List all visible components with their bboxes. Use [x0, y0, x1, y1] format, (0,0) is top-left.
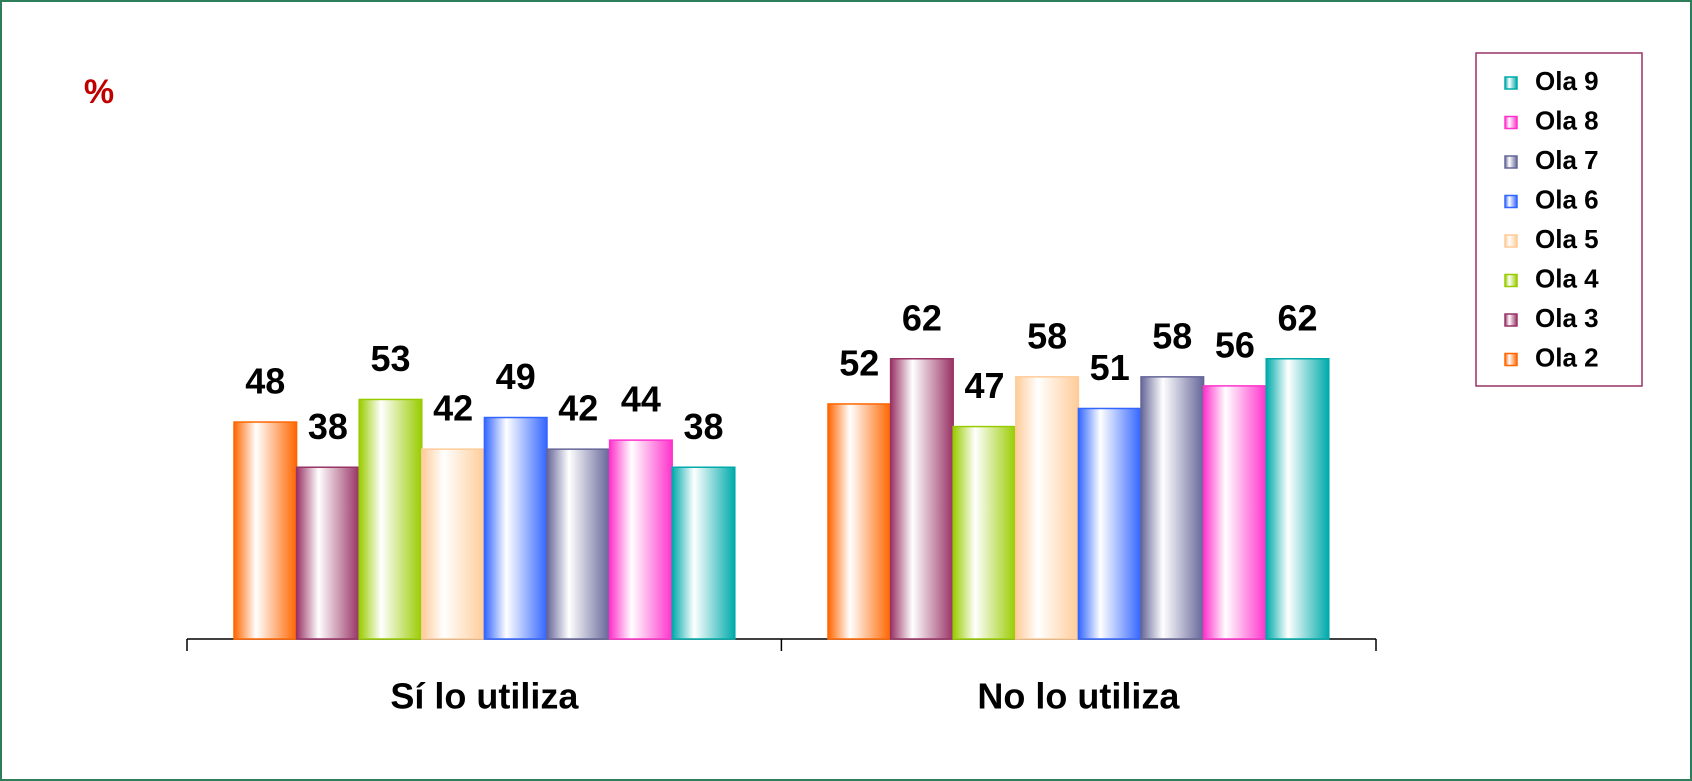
value-label: 48 [245, 361, 285, 402]
bar [233, 421, 298, 640]
bar [1015, 376, 1080, 640]
value-label: 47 [964, 365, 1004, 406]
x-tick-label: Sí lo utiliza [390, 676, 579, 717]
legend-label: Ola 5 [1535, 224, 1599, 254]
legend-label: Ola 6 [1535, 184, 1599, 214]
value-label: 49 [496, 356, 536, 397]
value-label: 42 [558, 388, 598, 429]
legend-label: Ola 8 [1535, 105, 1599, 135]
value-label: 52 [839, 342, 879, 383]
legend-swatch [1504, 273, 1518, 288]
value-label: 42 [433, 388, 473, 429]
legend-label: Ola 7 [1535, 145, 1599, 175]
bar [421, 448, 486, 640]
value-label: 58 [1152, 315, 1192, 356]
value-label: 56 [1215, 324, 1255, 365]
legend-swatch [1504, 115, 1518, 130]
x-tick-label: No lo utiliza [977, 676, 1180, 717]
bar [1265, 358, 1330, 640]
legend-label: Ola 4 [1535, 263, 1599, 293]
legend-swatch [1504, 194, 1518, 209]
legend-swatch [1504, 234, 1518, 248]
value-label: 62 [1277, 297, 1317, 338]
bar [1077, 407, 1142, 640]
legend-label: Ola 3 [1535, 303, 1599, 333]
legend-swatch [1504, 155, 1518, 169]
bar [1140, 376, 1205, 640]
bar [1202, 385, 1267, 640]
bar [608, 439, 673, 640]
value-label: 53 [370, 338, 410, 379]
legend-box [1475, 52, 1643, 387]
bar [671, 466, 736, 640]
value-label: 51 [1090, 347, 1130, 388]
bar [546, 448, 611, 640]
bar [827, 403, 892, 640]
value-label: 38 [308, 406, 348, 447]
y-axis-label: % [84, 73, 114, 111]
legend-label: Ola 2 [1535, 342, 1599, 372]
value-label: 62 [902, 297, 942, 338]
legend-swatch [1504, 76, 1518, 90]
value-label: 58 [1027, 315, 1067, 356]
bar [889, 358, 954, 640]
legend-swatch [1504, 313, 1518, 327]
bar [483, 416, 548, 640]
bar [295, 466, 360, 640]
bar [358, 398, 423, 640]
bar [952, 425, 1017, 640]
legend-label: Ola 9 [1535, 66, 1599, 96]
value-label: 44 [621, 379, 661, 420]
value-label: 38 [683, 406, 723, 447]
legend-swatch [1504, 352, 1518, 367]
